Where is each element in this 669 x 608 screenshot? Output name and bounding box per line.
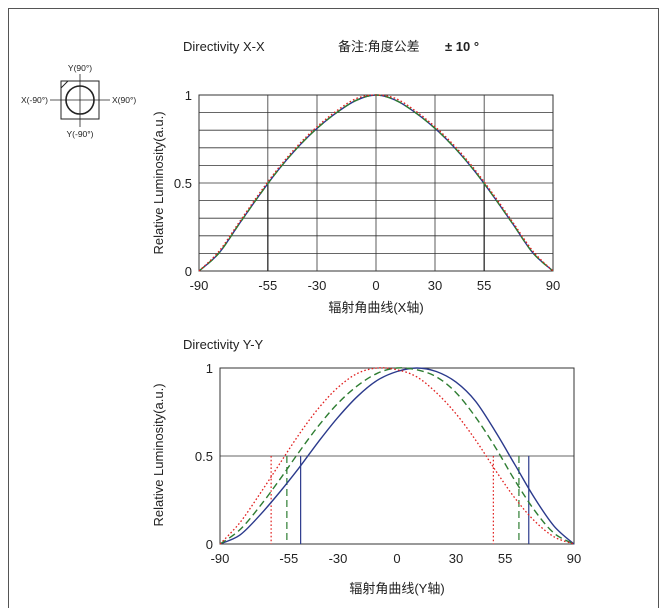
x-axis-label: 辐射角曲线(Y轴) [349,581,444,596]
icon-label-left: X(-90°) [21,95,48,105]
y-tick-label: 1 [206,361,213,376]
x-tick-label: -55 [279,551,298,566]
figure-frame [8,8,659,608]
series-line-dashed [219,367,575,545]
note-text: 备注:角度公差 [338,39,420,54]
y-tick-label: 0 [206,537,213,552]
chart-title: Directivity Y-Y [183,337,264,352]
icon-label-top: Y(90°) [68,63,92,73]
icon-label-bottom: Y(-90°) [66,129,93,139]
tolerance-note: 备注:角度公差 ± 10 ° [338,39,479,54]
x-tick-label: 30 [449,551,463,566]
y-tick-label: 0.5 [174,176,192,191]
y-tick-label: 0 [185,264,192,279]
chart-directivity-y: Directivity Y-Y -90 -55 -30 0 30 55 90 0 0.5 1 辐射… [151,337,581,596]
x-tick-label: -55 [258,278,277,293]
y-tick-label: 1 [185,88,192,103]
y-tick-label: 0.5 [195,449,213,464]
series-line-dotted [198,94,554,272]
x-tick-label: -90 [211,551,230,566]
y-axis-label: Relative Luminosity(a.u.) [151,111,166,254]
chart-title: Directivity X-X [183,39,265,54]
x-tick-label: -30 [308,278,327,293]
note-value: ± 10 ° [445,39,479,54]
x-tick-label: 90 [546,278,560,293]
x-axis-label: 辐射角曲线(X轴) [328,300,423,315]
series-line-dotted [219,367,575,545]
y-axis-label: Relative Luminosity(a.u.) [151,383,166,526]
x-tick-label: 55 [477,278,491,293]
x-tick-label: 30 [428,278,442,293]
x-tick-label: 55 [498,551,512,566]
x-tick-label: 0 [393,551,400,566]
chart-directivity-x: Directivity X-X -90 -55 -30 0 30 55 90 0 0.5 1 辐射… [151,39,560,315]
icon-label-right: X(90°) [112,95,136,105]
package-orientation-icon: Y(90°) Y(-90°) X(-90°) X(90°) [21,63,136,139]
x-tick-label: -30 [329,551,348,566]
x-tick-label: -90 [190,278,209,293]
x-tick-label: 0 [372,278,379,293]
series-line-solid [219,367,575,545]
cathode-mark [60,80,69,89]
x-tick-label: 90 [567,551,581,566]
